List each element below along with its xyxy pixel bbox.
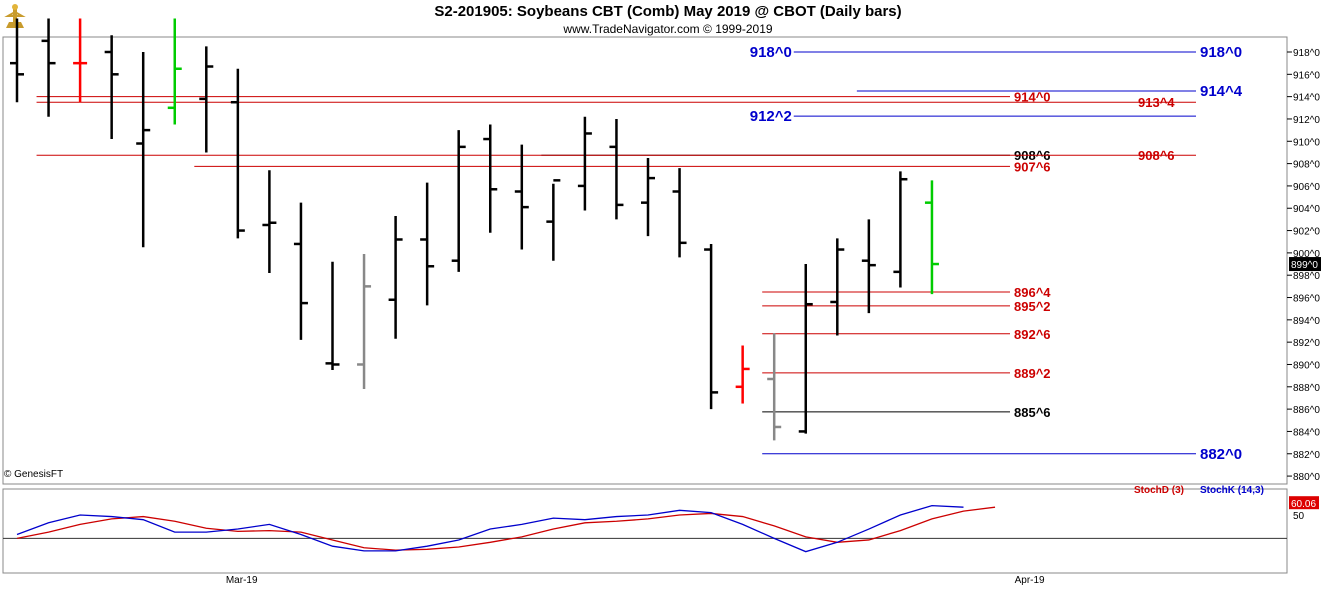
level-label: 918^0 — [750, 44, 792, 61]
y-axis-tick-label: 902^0 — [1293, 227, 1320, 238]
oscillator-panel-frame — [2, 488, 1288, 574]
price-panel-frame — [2, 36, 1288, 485]
level-label: 914^4 — [1200, 83, 1243, 100]
y-axis-tick-label: 892^0 — [1293, 338, 1320, 349]
legend-stochd: StochD (3) — [1134, 485, 1184, 496]
y-axis-tick-label: 900^0 — [1293, 249, 1320, 260]
level-label: 892^6 — [1014, 327, 1051, 342]
level-label: 912^2 — [750, 108, 792, 125]
x-axis-label: Apr-19 — [1015, 575, 1045, 586]
level-label: 913^4 — [1138, 95, 1175, 110]
legend-stochk: StochK (14,3) — [1200, 485, 1264, 496]
level-label: 895^2 — [1014, 299, 1051, 314]
oscillator-series-line — [16, 504, 964, 553]
oscillator-tick-label: 50 — [1293, 511, 1305, 522]
y-axis-tick-label: 912^0 — [1293, 115, 1320, 126]
level-label: 914^0 — [1014, 90, 1051, 105]
level-label: 908^6 — [1138, 148, 1175, 163]
y-axis-tick-label: 908^0 — [1293, 160, 1320, 171]
y-axis-tick-label: 910^0 — [1293, 137, 1320, 148]
last-price-label: 899^0 — [1291, 260, 1318, 271]
y-axis-tick-label: 914^0 — [1293, 93, 1320, 104]
oscillator-series-line — [16, 506, 996, 551]
y-axis-tick-label: 896^0 — [1293, 294, 1320, 305]
y-axis-tick-label: 906^0 — [1293, 182, 1320, 193]
oscillator-last-value-box — [1289, 496, 1319, 510]
oscillator-last-value-label: 60.06 — [1291, 499, 1316, 510]
level-label: 889^2 — [1014, 366, 1051, 381]
y-axis-tick-label: 918^0 — [1293, 48, 1320, 59]
y-axis-tick-label: 886^0 — [1293, 405, 1320, 416]
level-label: 885^6 — [1014, 405, 1051, 420]
y-axis-tick-label: 882^0 — [1293, 450, 1320, 461]
y-axis-tick-label: 916^0 — [1293, 70, 1320, 81]
copyright-label: © GenesisFT — [4, 469, 64, 480]
x-axis-label: Mar-19 — [226, 575, 258, 586]
chart-subtitle: www.TradeNavigator.com © 1999-2019 — [563, 22, 773, 36]
level-label: 907^6 — [1014, 159, 1051, 174]
y-axis-tick-label: 888^0 — [1293, 383, 1320, 394]
y-axis-tick-label: 880^0 — [1293, 472, 1320, 483]
y-axis-tick-label: 898^0 — [1293, 271, 1320, 282]
level-label: 918^0 — [1200, 44, 1242, 61]
y-axis-tick-label: 894^0 — [1293, 316, 1320, 327]
y-axis-tick-label: 884^0 — [1293, 427, 1320, 438]
level-label: 882^0 — [1200, 446, 1242, 463]
level-label: 896^4 — [1014, 285, 1051, 300]
y-axis-tick-label: 890^0 — [1293, 360, 1320, 371]
last-price-box — [1289, 257, 1321, 272]
y-axis-tick-label: 904^0 — [1293, 204, 1320, 215]
chart-title: S2-201905: Soybeans CBT (Comb) May 2019 … — [434, 3, 902, 20]
trade-navigator-logo-icon — [2, 2, 28, 32]
